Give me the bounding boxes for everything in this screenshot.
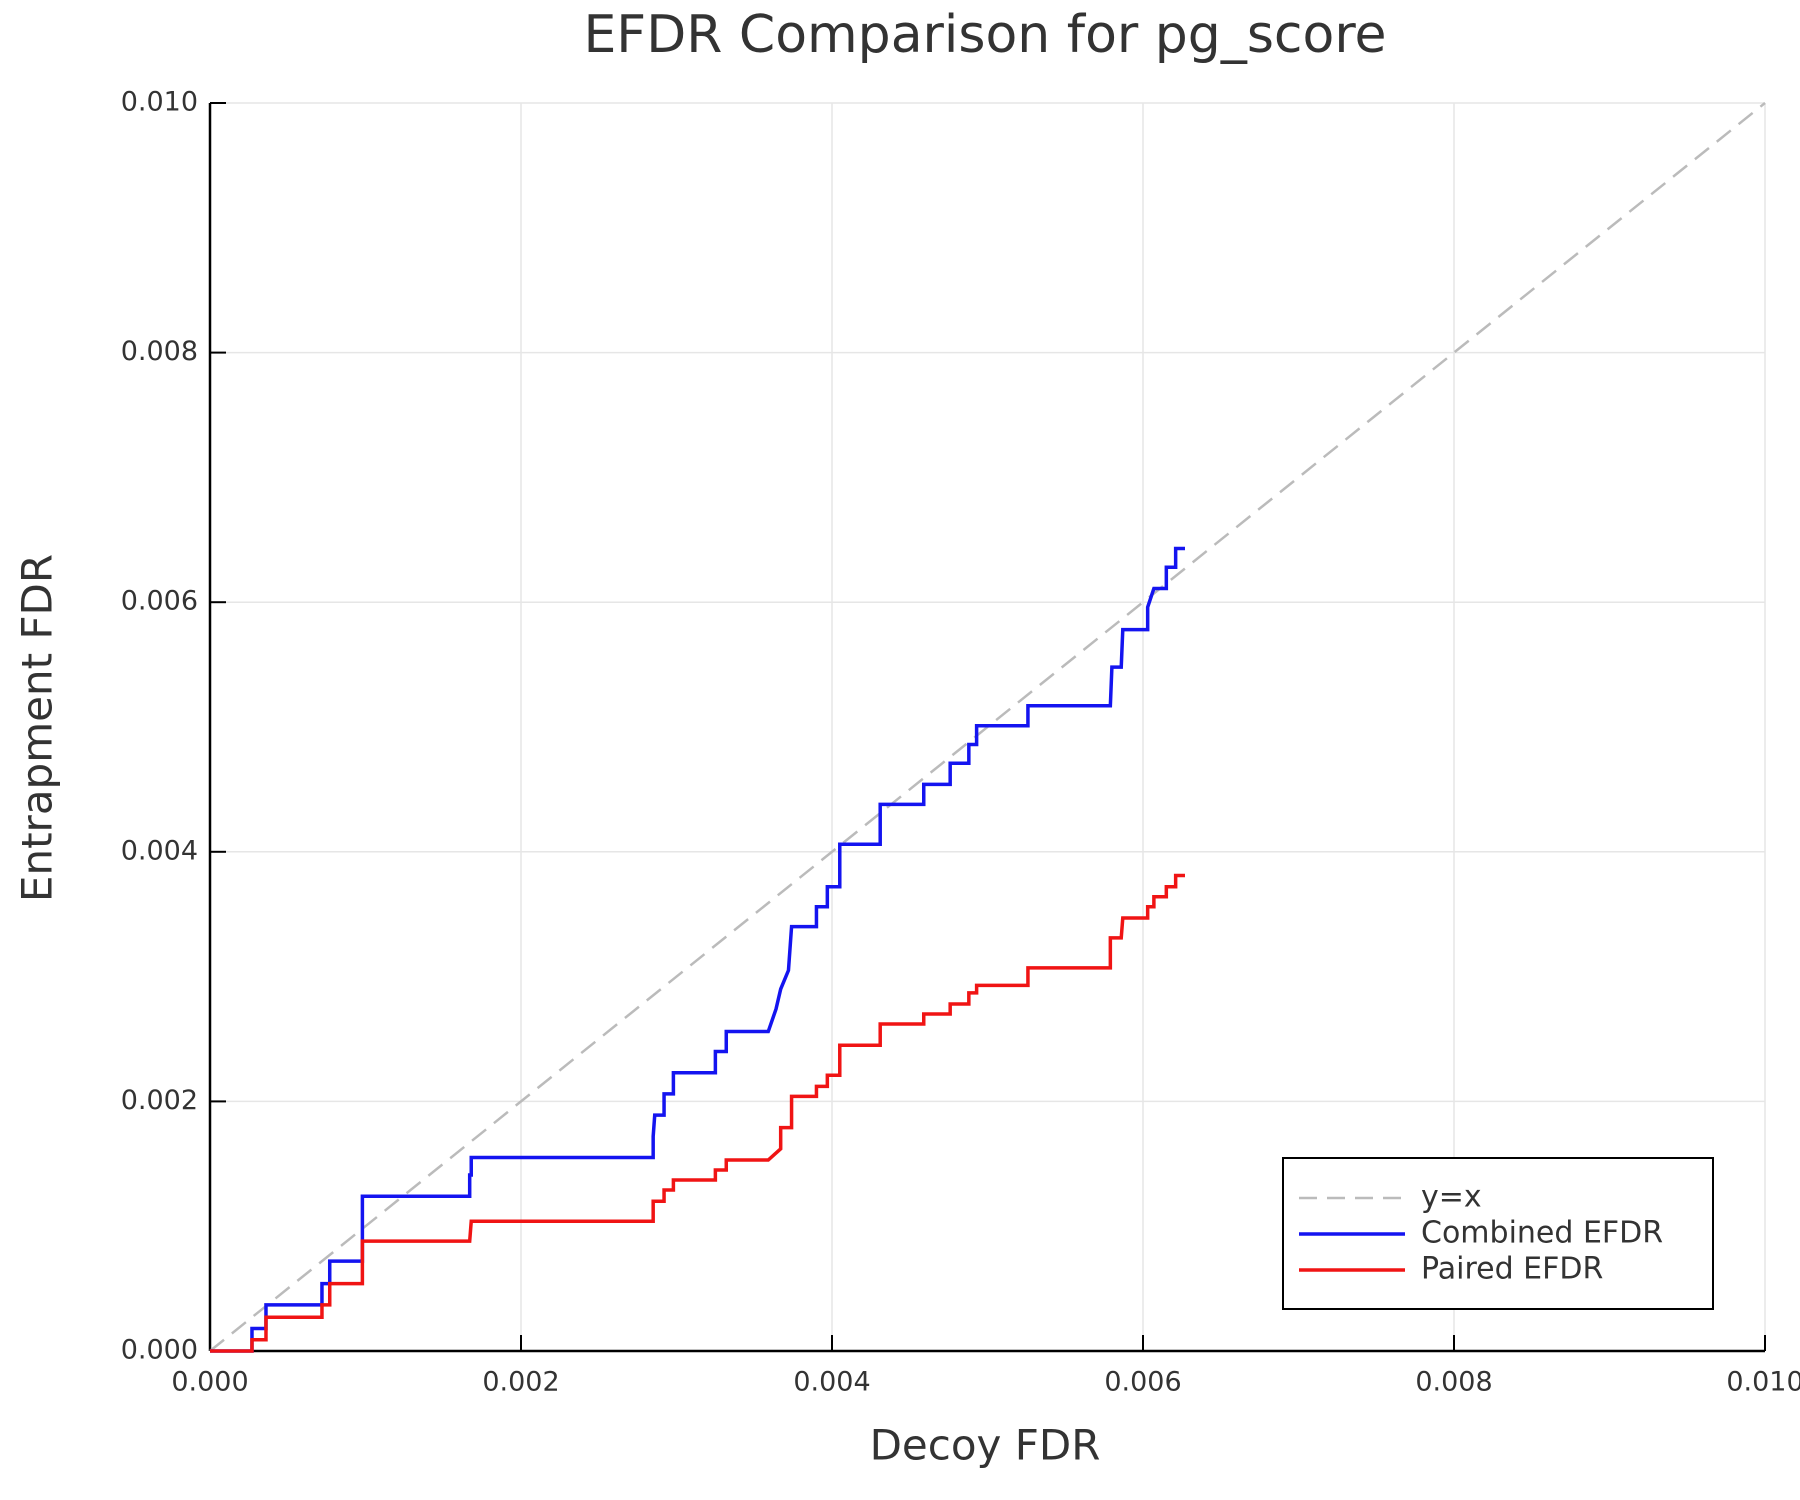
x-tick-label: 0.004 bbox=[793, 1367, 870, 1398]
y-axis-label: Entrapment FDR bbox=[13, 554, 62, 902]
y-tick-label: 0.010 bbox=[121, 87, 198, 118]
legend-label: Paired EFDR bbox=[1421, 1252, 1603, 1287]
y-tick-label: 0.008 bbox=[121, 336, 198, 367]
legend-label: Combined EFDR bbox=[1421, 1216, 1663, 1251]
x-tick-label: 0.008 bbox=[1415, 1367, 1492, 1398]
y-tick-label: 0.006 bbox=[121, 586, 198, 617]
legend-label: y=x bbox=[1421, 1180, 1482, 1215]
x-tick-label: 0.006 bbox=[1104, 1367, 1181, 1398]
series-line bbox=[210, 546, 1185, 1353]
chart-title: EFDR Comparison for pg_score bbox=[583, 5, 1386, 65]
x-tick-label: 0.000 bbox=[171, 1367, 248, 1398]
y-tick-label: 0.004 bbox=[121, 835, 198, 866]
y-tick-label: 0.000 bbox=[121, 1335, 198, 1366]
series-line bbox=[210, 873, 1185, 1353]
y-tick-label: 0.002 bbox=[121, 1085, 198, 1116]
x-axis-label: Decoy FDR bbox=[870, 1421, 1101, 1470]
x-tick-label: 0.002 bbox=[482, 1367, 559, 1398]
x-tick-label: 0.010 bbox=[1726, 1367, 1800, 1398]
